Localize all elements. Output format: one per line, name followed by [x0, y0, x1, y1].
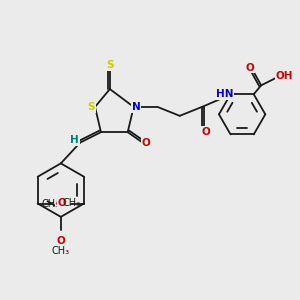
Text: OH: OH: [276, 70, 293, 80]
Text: H: H: [70, 135, 79, 145]
Text: O: O: [58, 199, 66, 208]
Text: HN: HN: [216, 89, 233, 99]
Text: O: O: [201, 127, 210, 137]
Text: O: O: [246, 62, 254, 73]
Text: S: S: [106, 60, 114, 70]
Text: CH₃: CH₃: [52, 246, 70, 256]
Text: O: O: [55, 199, 64, 208]
Text: CH₃: CH₃: [62, 199, 81, 208]
Text: O: O: [142, 138, 151, 148]
Text: N: N: [132, 102, 140, 112]
Text: CH₃: CH₃: [41, 199, 59, 208]
Text: S: S: [88, 102, 95, 112]
Text: O: O: [56, 236, 65, 246]
